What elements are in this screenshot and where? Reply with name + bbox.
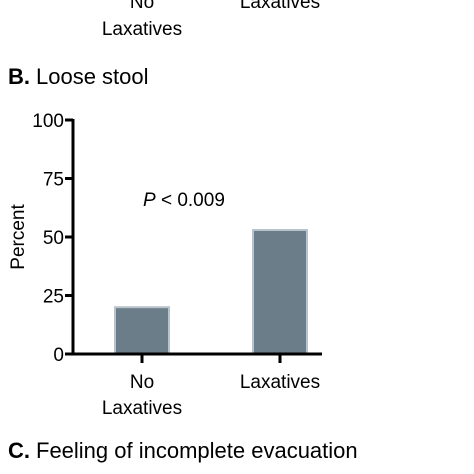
bar-chart: Percent 0 25 50 75 100 No Laxatives Laxatives bbox=[8, 111, 322, 419]
y-tick-label-0: 0 bbox=[53, 345, 64, 366]
svg-text:B.Loose stool: B. Loose stool bbox=[8, 64, 149, 89]
y-tick-label-75: 75 bbox=[43, 170, 64, 191]
x-tick-label-laxatives: Laxatives bbox=[240, 372, 320, 393]
panel-b-heading: B. Loose stool bbox=[8, 64, 149, 89]
panel-b-letter: B. bbox=[8, 64, 30, 89]
x-tick-label-no-laxatives: No Laxatives bbox=[102, 372, 182, 419]
y-axis-label: Percent bbox=[8, 204, 29, 270]
top-panel-xtick-labels: No Laxatives Laxatives bbox=[102, 0, 320, 40]
svg-text:C.Feeling of incomplete evacua: C. Feeling of incomplete evacuation bbox=[8, 438, 358, 463]
panel-c-title: Feeling of incomplete evacuation bbox=[36, 438, 358, 463]
panel-b-title: Loose stool bbox=[36, 64, 149, 89]
y-tick-label-50: 50 bbox=[43, 228, 64, 249]
p-value-symbol: P bbox=[143, 190, 156, 211]
bar-laxatives bbox=[252, 228, 308, 355]
top-panel-xtick-no-laxatives: Laxatives bbox=[102, 19, 182, 40]
panel-c-heading: C. Feeling of incomplete evacuation bbox=[8, 438, 358, 463]
p-value-annotation: P < 0.009 bbox=[143, 190, 225, 211]
top-panel-xtick-no: No bbox=[130, 0, 154, 13]
top-panel-xtick-laxatives: Laxatives bbox=[240, 0, 320, 13]
p-value-text: < 0.009 bbox=[156, 190, 225, 211]
panel-c-letter: C. bbox=[8, 438, 30, 463]
y-tick-label-25: 25 bbox=[43, 287, 64, 308]
bar-no-laxatives bbox=[114, 306, 170, 356]
y-tick-label-100: 100 bbox=[32, 111, 64, 132]
